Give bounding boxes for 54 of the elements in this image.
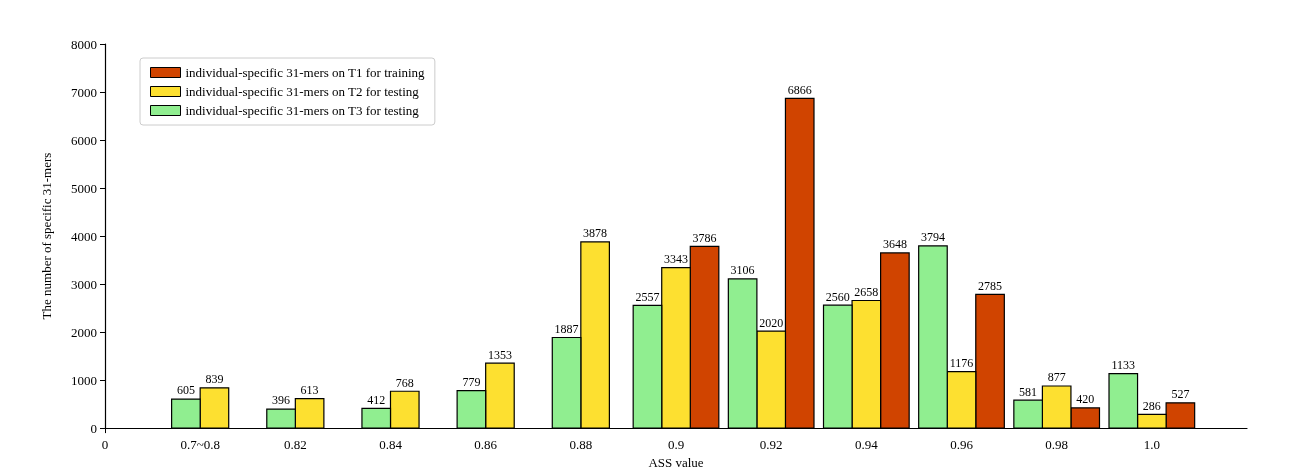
x-tick-label: 0.9	[667, 437, 685, 453]
data-label: 3786	[692, 230, 717, 245]
y-tick-label: 5000	[71, 180, 97, 196]
data-label: 839	[205, 372, 224, 387]
x-tick-label: 0.92	[759, 437, 783, 453]
x-axis-title: ASS value	[648, 455, 704, 470]
data-label: 877	[1047, 370, 1066, 385]
data-label: 779	[462, 375, 481, 390]
data-label: 613	[300, 383, 319, 398]
data-label: 1176	[949, 356, 974, 371]
data-label: 527	[1171, 387, 1190, 402]
data-label: 1887	[554, 321, 579, 336]
data-label: 581	[1019, 384, 1038, 399]
data-label: 1353	[487, 347, 512, 362]
x-tick-label: 0.86	[474, 437, 498, 453]
data-label: 3343	[664, 251, 688, 266]
data-label: 605	[176, 383, 195, 398]
x-tick-label: 0.94	[854, 437, 879, 453]
y-tick-label: 6000	[71, 132, 97, 148]
y-tick-label: 8000	[71, 36, 97, 52]
data-label: 412	[367, 392, 386, 407]
y-tick-label: 7000	[71, 84, 97, 100]
y-tick-label: 1000	[71, 372, 97, 388]
data-label: 2560	[825, 289, 850, 304]
x-tick-label: 0.96	[950, 437, 974, 453]
data-label: 3648	[882, 237, 907, 252]
data-label: 286	[1142, 398, 1161, 413]
x-tick-label: 0.98	[1045, 437, 1069, 453]
data-label: 3878	[583, 226, 608, 241]
x-tick-label: 1.0	[1143, 437, 1160, 453]
data-label: 2658	[854, 284, 879, 299]
legend-label: individual-specific 31-mers on T1 for training	[185, 65, 426, 80]
data-label: 2785	[978, 278, 1003, 293]
data-label: 2557	[635, 289, 660, 304]
y-tick-label: 2000	[71, 324, 97, 340]
x-tick-label: 0.82	[283, 437, 307, 453]
legend-label: individual-specific 31-mers on T2 for testing	[185, 84, 420, 99]
data-label: 1133	[1111, 358, 1136, 373]
data-label: 3106	[730, 263, 755, 278]
data-label: 2020	[759, 315, 784, 330]
y-axis-title: The number of specific 31-mers	[39, 152, 54, 320]
legend-label: individual-specific 31-mers on T3 for testing	[185, 103, 420, 118]
x-tick-label: 0.88	[569, 437, 593, 453]
y-tick-label: 3000	[71, 276, 97, 292]
x-tick-label: 0	[101, 437, 109, 453]
data-label: 420	[1076, 392, 1095, 407]
data-label: 768	[395, 375, 414, 390]
data-label: 6866	[787, 82, 812, 97]
data-label: 3794	[920, 230, 945, 245]
x-tick-label: 0.7~0.8	[180, 437, 220, 453]
x-tick-label: 0.84	[379, 437, 403, 453]
data-label: 396	[272, 393, 291, 408]
y-tick-label: 0	[90, 420, 97, 436]
y-tick-label: 4000	[71, 228, 97, 244]
